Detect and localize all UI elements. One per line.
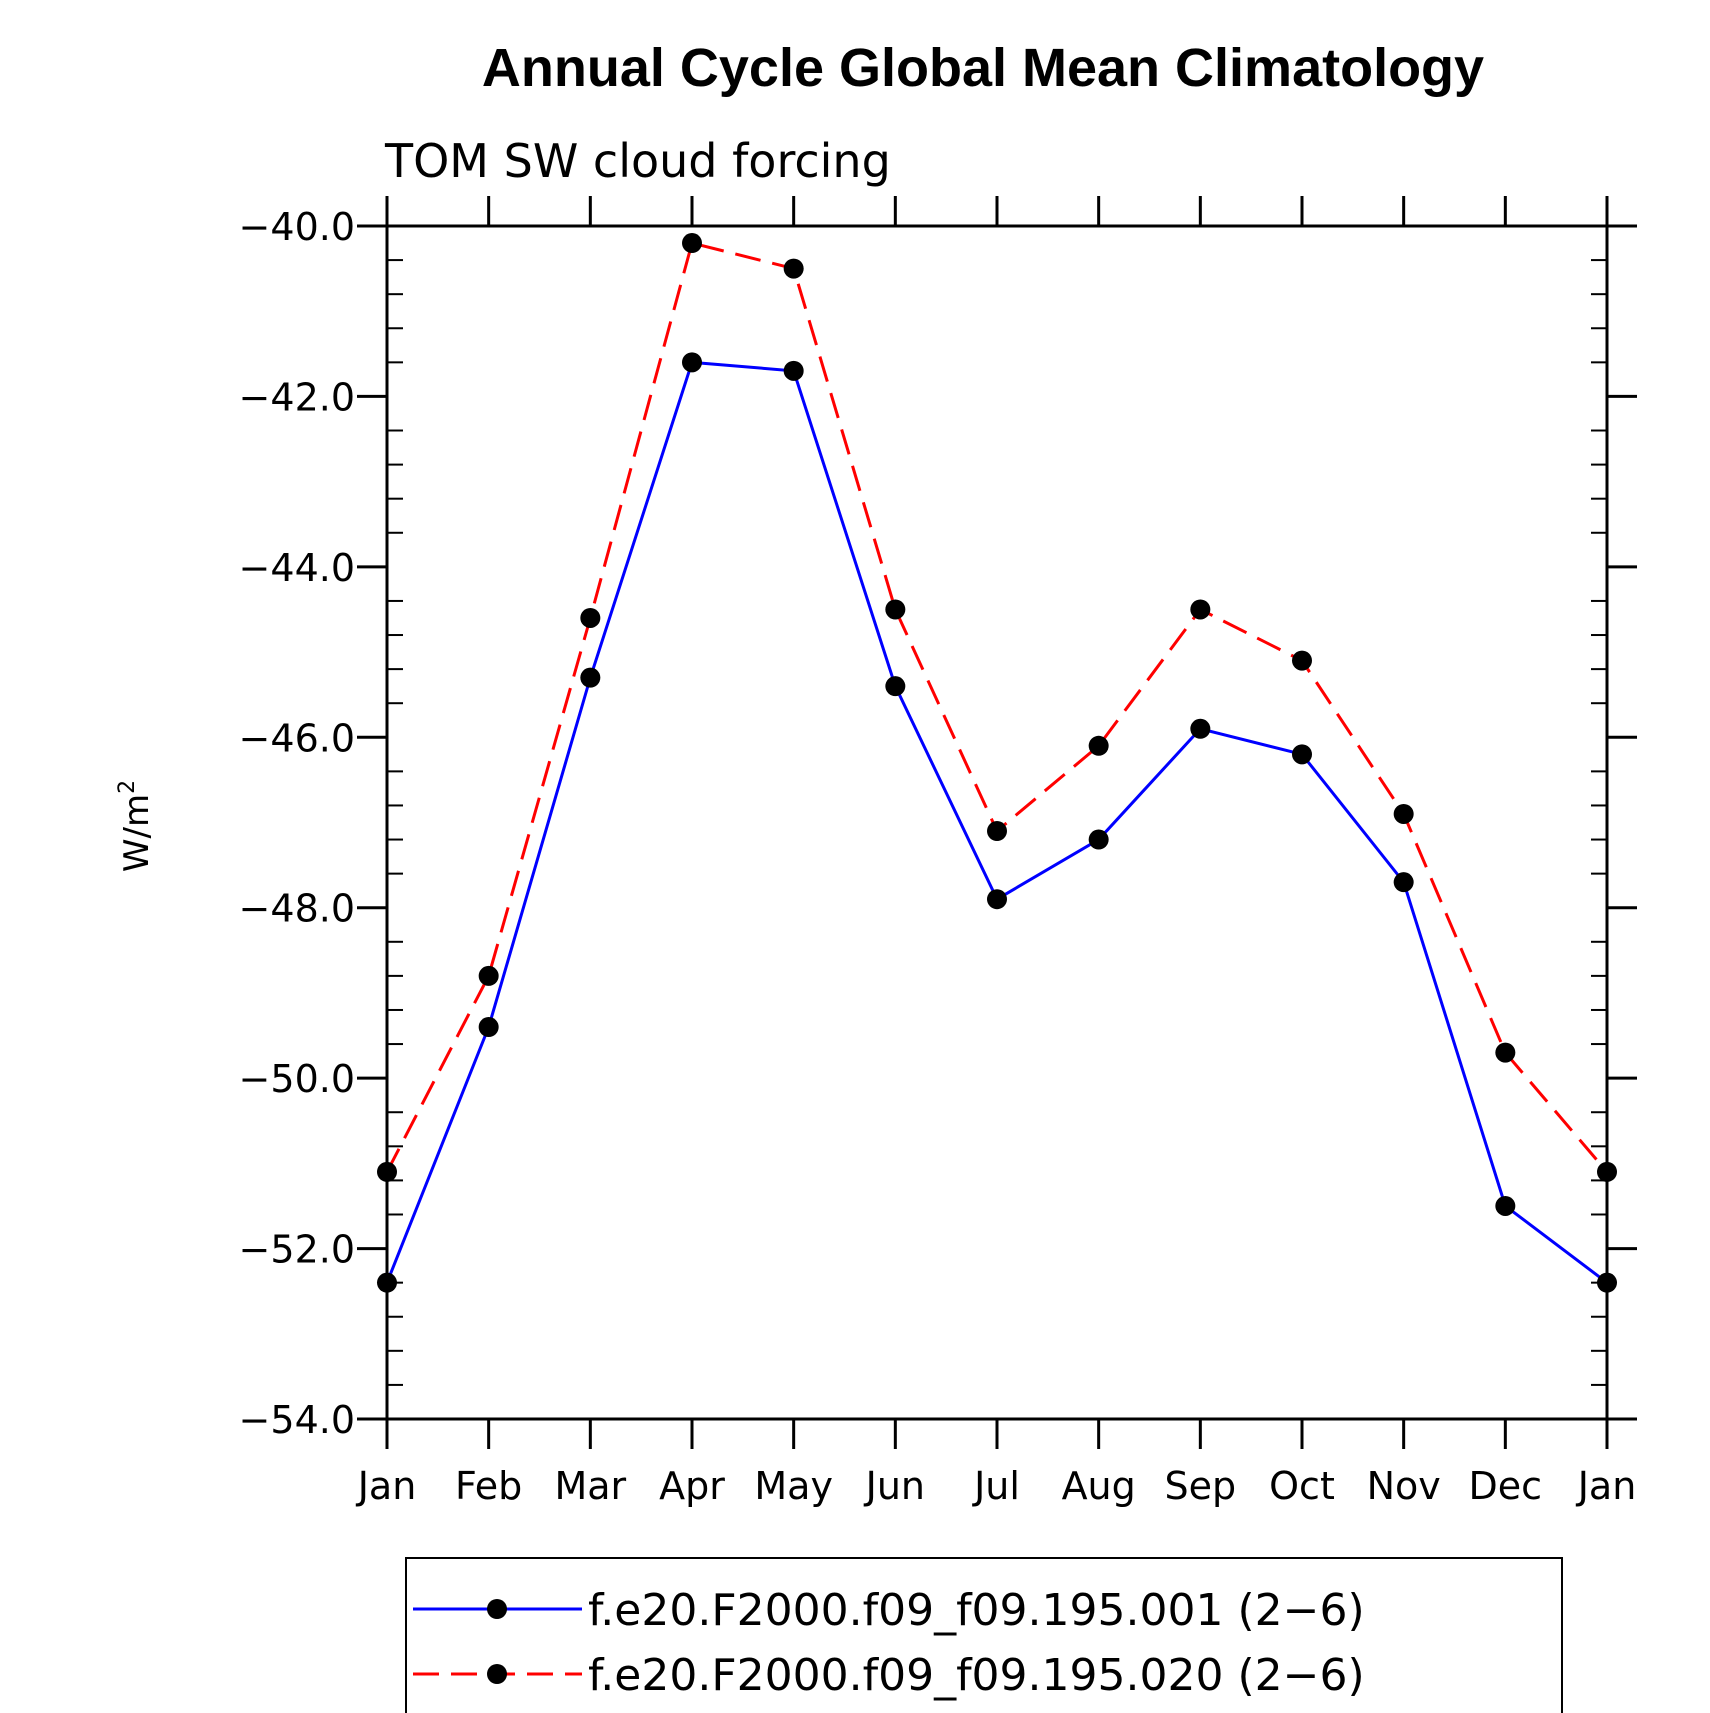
y-tick-label: −48.0 [239, 887, 355, 931]
y-tick-label: −50.0 [239, 1057, 355, 1101]
data-point [1393, 803, 1414, 824]
y-tick-label: −52.0 [239, 1228, 355, 1272]
data-point [885, 599, 906, 620]
data-point [682, 352, 702, 373]
y-tick-label: −44.0 [239, 546, 355, 590]
legend-label: f.e20.F2000.f09_f09.195.001 (2−6) [588, 1585, 1365, 1636]
x-tick-label: Nov [1367, 1464, 1441, 1508]
data-point [987, 821, 1007, 842]
data-point [885, 676, 906, 697]
chart-title: Annual Cycle Global Mean Climatology [482, 38, 1484, 98]
data-point [1292, 744, 1312, 765]
y-axis-label: W/m2 [115, 780, 157, 872]
data-point [783, 258, 804, 279]
legend-swatch-marker [487, 1599, 507, 1619]
y-tick-label: −54.0 [239, 1398, 355, 1442]
x-tick-label: Apr [659, 1464, 725, 1508]
x-tick-label: Jan [1576, 1464, 1637, 1508]
data-point [580, 667, 601, 688]
data-point [1495, 1195, 1516, 1216]
series-layer [377, 233, 1617, 1293]
data-point [1597, 1161, 1617, 1182]
data-point [1495, 1042, 1516, 1063]
data-point [1190, 718, 1211, 739]
data-point [1088, 735, 1109, 756]
x-tick-label: Aug [1062, 1464, 1136, 1508]
y-tick-label: −40.0 [239, 205, 355, 249]
data-point [478, 1017, 499, 1038]
series-2 [377, 233, 1617, 1182]
x-tick-label: Feb [455, 1464, 522, 1508]
data-point [1597, 1272, 1617, 1293]
legend-box [405, 1557, 1563, 1713]
y-axis-label-superscript: 2 [115, 780, 140, 794]
series-line [385, 241, 1609, 1173]
y-tick-label: −42.0 [239, 375, 355, 419]
chart-subtitle: TOM SW cloud forcing [384, 134, 891, 188]
data-point [377, 1161, 397, 1182]
x-tick-label: Jun [864, 1464, 925, 1508]
data-point [682, 233, 702, 254]
x-tick-label: May [754, 1464, 833, 1508]
legend-swatch-marker [487, 1664, 507, 1684]
data-point [377, 1272, 397, 1293]
y-tick-label: −46.0 [239, 716, 355, 760]
x-tick-label: Dec [1469, 1464, 1543, 1508]
data-point [580, 607, 601, 628]
data-point [783, 360, 804, 381]
data-point [1393, 872, 1414, 893]
x-tick-label: Jan [356, 1464, 417, 1508]
data-point [1190, 599, 1211, 620]
x-tick-label: Jul [972, 1464, 1020, 1508]
axes: Jan Feb Mar Apr May Jun Jul Aug Sep Oct Nov Dec Jan−… [239, 196, 1637, 1508]
data-point [1292, 650, 1312, 671]
data-point [478, 965, 499, 986]
y-axis-label-text: W/m [117, 794, 157, 872]
legend-label: f.e20.F2000.f09_f09.195.020 (2−6) [588, 1650, 1365, 1701]
series-1 [377, 352, 1617, 1293]
data-point [987, 889, 1007, 910]
x-tick-label: Sep [1165, 1464, 1237, 1508]
x-tick-label: Oct [1269, 1464, 1335, 1508]
legend: f.e20.F2000.f09_f09.195.001 (2−6) f.e20.F… [405, 1557, 1563, 1713]
x-tick-label: Mar [554, 1464, 626, 1508]
data-point [1088, 829, 1109, 850]
